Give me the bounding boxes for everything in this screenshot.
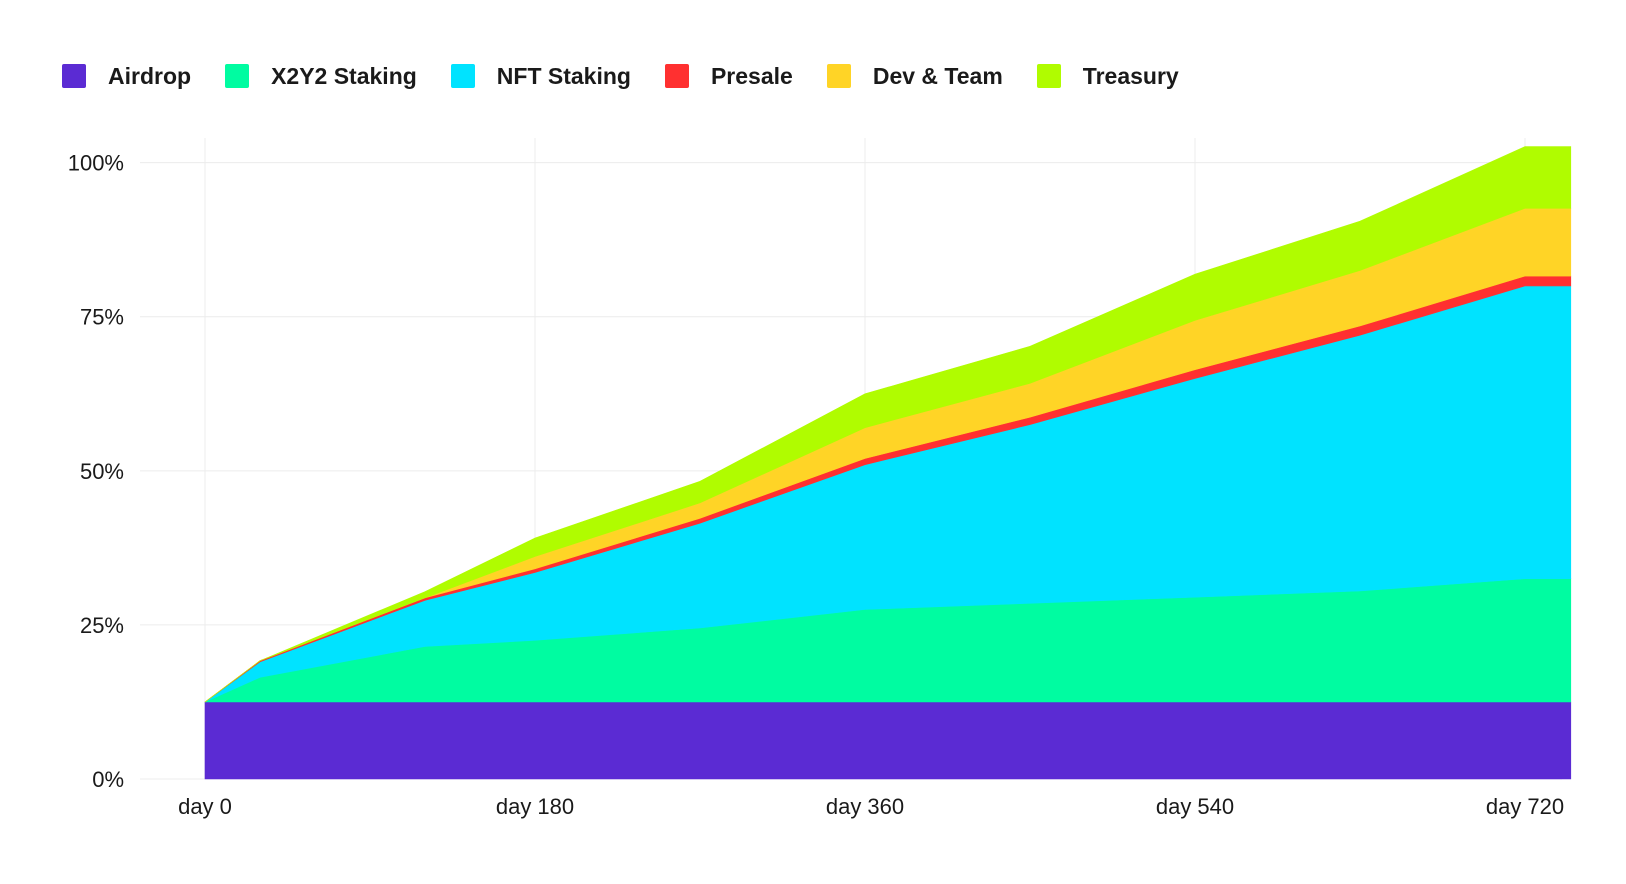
- legend-label-presale: Presale: [710, 62, 793, 89]
- y-tick-label: 100%: [68, 151, 124, 176]
- legend-item-treasury[interactable]: Treasury: [1036, 62, 1179, 90]
- legend-item-x2y2-staking[interactable]: X2Y2 Staking: [225, 63, 417, 90]
- x-tick-label: day 0: [178, 794, 232, 819]
- legend-item-nft-staking[interactable]: NFT Staking: [450, 62, 631, 90]
- x-axis-ticks: day 0 day 180 day 360 day 540 day 720: [178, 794, 1564, 819]
- y-axis-ticks: 0% 25% 50% 75% 100%: [68, 151, 124, 792]
- legend-swatch-x2y2-staking: [225, 64, 250, 88]
- legend-label-x2y2-staking: X2Y2 Staking: [271, 62, 417, 89]
- area-airdrop: [204, 701, 1572, 780]
- y-tick-label: 50%: [80, 459, 124, 484]
- legend-label-dev-and-team: Dev & Team: [872, 62, 1003, 89]
- legend-item-airdrop[interactable]: Airdrop: [62, 63, 191, 90]
- y-tick-label: 75%: [80, 305, 124, 330]
- legend-swatch-nft-staking: [450, 64, 475, 88]
- legend-swatch-dev-and-team: [826, 64, 851, 88]
- x-tick-label: day 360: [826, 794, 904, 819]
- legend-label-airdrop: Airdrop: [108, 62, 192, 89]
- legend-label-nft-staking: NFT Staking: [496, 62, 631, 89]
- x-tick-label: day 720: [1486, 794, 1564, 819]
- chart-legend: Airdrop X2Y2 Staking NFT Staking Presale Dev…: [62, 56, 1213, 96]
- legend-swatch-airdrop: [62, 64, 86, 88]
- legend-item-presale[interactable]: Presale: [664, 62, 793, 90]
- area-series: [204, 146, 1572, 780]
- legend-swatch-treasury: [1036, 64, 1061, 88]
- legend-swatch-presale: [664, 64, 689, 88]
- legend-label-treasury: Treasury: [1082, 62, 1179, 89]
- y-tick-label: 25%: [80, 613, 124, 638]
- x-tick-label: day 540: [1156, 794, 1234, 819]
- x-tick-label: day 180: [496, 794, 574, 819]
- legend-item-dev-and-team[interactable]: Dev & Team: [826, 62, 1003, 90]
- y-tick-label: 0%: [92, 767, 124, 792]
- area-treasury: [204, 146, 1572, 703]
